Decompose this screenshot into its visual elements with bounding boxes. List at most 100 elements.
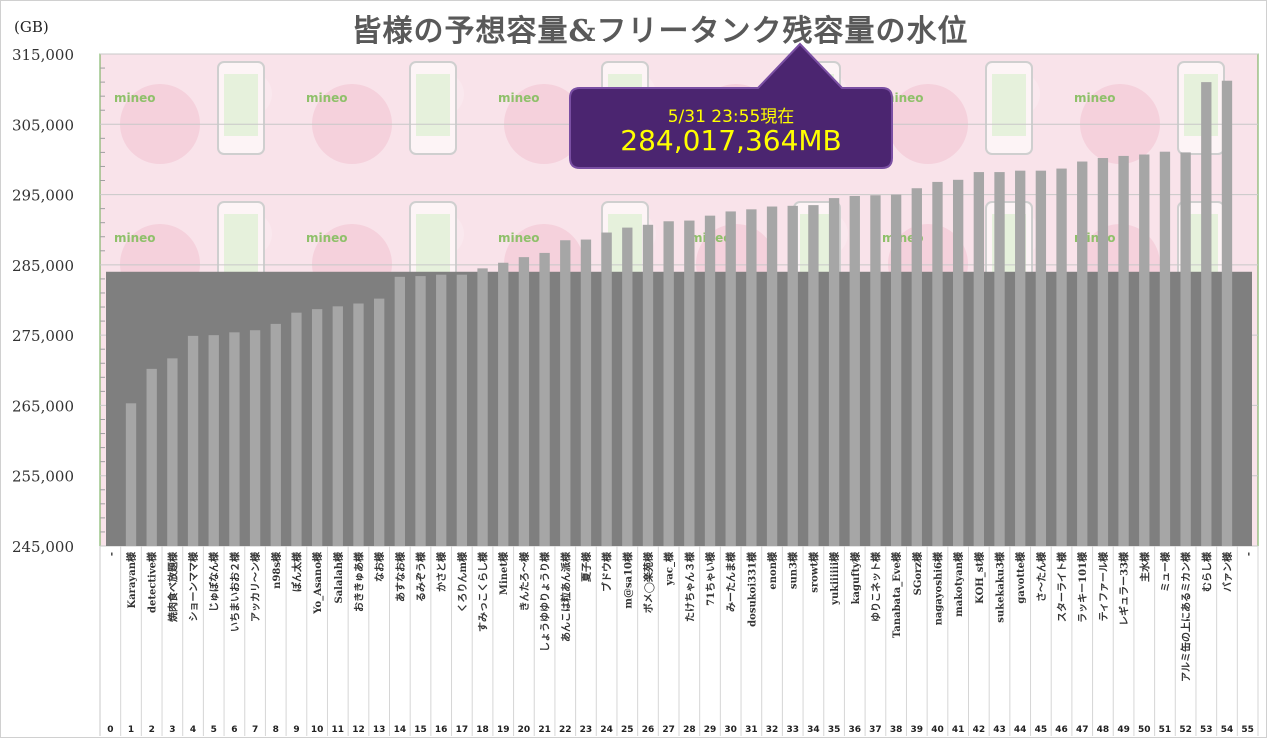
x-index-label: 16 (435, 725, 448, 735)
x-index-label: 32 (766, 725, 779, 735)
y-tick-label: 295,000 (12, 187, 74, 205)
x-tick-label: Minet様 (497, 551, 510, 595)
x-tick-label: Salalah様 (332, 551, 345, 604)
x-tick-label: yukiiiiii様 (828, 551, 841, 606)
x-index-label: 41 (952, 725, 965, 735)
chart-title: 皆様の予想容量&フリータンク残容量の水位 (351, 14, 969, 49)
x-tick-label: srowt様 (807, 551, 820, 593)
x-index-label: 12 (352, 725, 365, 735)
x-tick-label: gavotte様 (1014, 551, 1027, 604)
x-index-label: 47 (1076, 725, 1089, 735)
y-tick-label: 265,000 (12, 397, 74, 415)
x-tick-label: Yo_Asano様 (311, 551, 324, 615)
x-tick-label: むらし様 (1200, 551, 1213, 592)
x-index-label: 14 (394, 725, 407, 735)
bar (766, 206, 778, 546)
x-tick-label: レギュラー33様 (1118, 551, 1131, 626)
x-tick-label: enon様 (766, 551, 779, 590)
x-tick-label: ゆりこネット様 (869, 551, 882, 622)
x-index-label: 48 (1097, 725, 1110, 735)
x-tick-label: あんこは粒あん派様 (559, 551, 572, 642)
bar (518, 257, 530, 546)
x-tick-label: すみっこくらし様 (477, 551, 490, 632)
x-index-label: 25 (621, 725, 634, 735)
bar (436, 274, 447, 546)
x-index-label: 44 (1014, 725, 1027, 735)
x-tick-label: makotyan様 (952, 551, 965, 617)
x-tick-label: しょうゆゆりょうり様 (539, 551, 552, 652)
x-tick-label: yac_様 (663, 551, 676, 586)
x-index-label: 53 (1200, 725, 1213, 735)
bar (973, 172, 985, 546)
x-index-label: 20 (518, 725, 531, 735)
callout-box (569, 42, 893, 169)
x-tick-label: あすなお様 (394, 551, 407, 602)
x-tick-label: 71ちゃい様 (704, 551, 717, 606)
bar (601, 232, 612, 547)
x-index-label: 0 (107, 725, 113, 735)
x-tick-label: nagayoshi6様 (931, 551, 944, 625)
x-tick-label: - (1244, 552, 1255, 556)
x-index-label: 18 (476, 725, 489, 735)
x-tick-label: m@sa10様 (621, 551, 634, 609)
x-tick-label: ブドウ様 (601, 551, 614, 592)
x-tick-label: みーたんま様 (725, 551, 738, 612)
y-axis: 245,000 255,000 265,000 275,000 285,000 295,0… (12, 46, 105, 556)
x-index-label: 23 (580, 725, 593, 735)
x-tick-label: さ〜たん様 (1035, 551, 1048, 602)
bar (622, 227, 633, 546)
x-index-label: 30 (724, 725, 737, 735)
x-tick-label: ミュー様 (1159, 551, 1172, 592)
bar (208, 335, 219, 546)
x-tick-label: dosukoi331様 (745, 551, 758, 627)
x-index-label: 28 (683, 725, 696, 735)
bar (704, 215, 716, 546)
x-tick-label: かさと様 (435, 551, 448, 592)
x-index-label: 43 (993, 725, 1006, 735)
x-tick-label: バァン様 (1221, 551, 1234, 592)
bar (890, 194, 902, 547)
bar (663, 221, 674, 546)
x-index-label: 33 (786, 725, 799, 735)
bar (828, 198, 840, 547)
x-index-label: 35 (828, 725, 841, 735)
x-index-label: 9 (293, 725, 299, 735)
x-tick-label: SGorz様 (911, 551, 924, 595)
x-index-label: 24 (600, 725, 613, 735)
bar (787, 205, 798, 546)
x-index-label: 10 (311, 725, 324, 735)
y-tick-label: 305,000 (12, 116, 74, 134)
x-axis: - 0 Karayan様 1 detective様 2 焼肉食べ放題様 3 ショーンママ様 4 じゅ… (99, 546, 1259, 736)
x-index-label: 42 (973, 725, 986, 735)
x-index-label: 26 (642, 725, 655, 735)
x-tick-label: ショーンママ様 (187, 551, 200, 621)
x-tick-label: - (106, 552, 117, 556)
x-tick-label: くろりんm様 (456, 551, 469, 613)
x-index-label: 34 (807, 725, 820, 735)
x-index-label: 55 (1241, 725, 1254, 735)
bar (808, 205, 819, 546)
bar (1118, 155, 1129, 546)
callout-date: 5/31 23:55現在 (667, 107, 795, 127)
bar (642, 224, 654, 546)
x-index-label: 52 (1179, 725, 1192, 735)
x-tick-label: kagufty様 (849, 551, 862, 604)
bar (311, 309, 323, 546)
bar (1159, 151, 1171, 546)
x-tick-label: 主水様 (1138, 551, 1151, 582)
bar (849, 195, 860, 546)
x-tick-label: sun3様 (787, 551, 800, 589)
bar (725, 211, 736, 546)
x-index-label: 17 (456, 725, 469, 735)
callout-shape (569, 42, 893, 169)
x-index-label: 4 (190, 725, 196, 735)
bar (146, 368, 157, 546)
x-index-label: 21 (538, 725, 551, 735)
x-index-label: 46 (1055, 725, 1068, 735)
bar (229, 332, 240, 546)
bar (1077, 161, 1088, 546)
y-tick-label: 285,000 (12, 257, 74, 275)
x-index-label: 15 (414, 725, 427, 735)
x-tick-label: sukekaku3様 (994, 551, 1007, 623)
